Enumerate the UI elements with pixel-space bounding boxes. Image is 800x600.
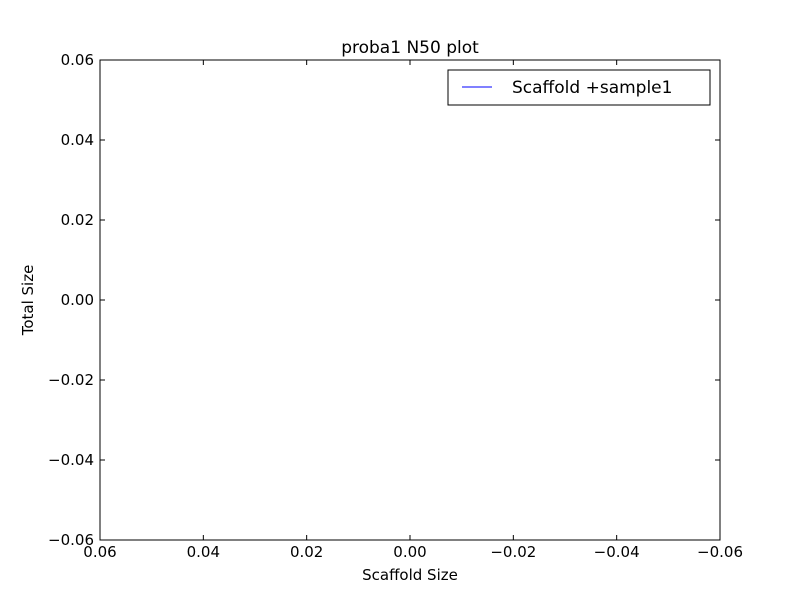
legend-label: Scaffold +sample1	[512, 78, 672, 98]
x-tick-label: 0.06	[83, 543, 116, 561]
x-tick-label: 0.00	[393, 543, 426, 561]
y-tick-label: 0.00	[61, 291, 94, 309]
x-tick-label: −0.02	[490, 543, 536, 561]
x-tick-label: 0.04	[187, 543, 220, 561]
y-tick-label: 0.06	[61, 51, 94, 69]
x-axis-label: Scaffold Size	[362, 566, 458, 584]
y-tick-label: −0.04	[48, 451, 94, 469]
x-axis: 0.06 0.04 0.02 0.00 −0.02 −0.04 −0.06	[83, 60, 743, 561]
legend: Scaffold +sample1	[447, 69, 711, 106]
y-tick-label: −0.02	[48, 371, 94, 389]
y-tick-label: 0.02	[61, 211, 94, 229]
x-tick-label: −0.06	[697, 543, 743, 561]
y-tick-label: 0.04	[61, 131, 94, 149]
plot-frame	[99, 59, 721, 541]
y-axis-label: Total Size	[19, 265, 37, 337]
x-tick-label: 0.02	[290, 543, 323, 561]
plot-area	[99, 59, 721, 541]
y-axis: 0.06 0.04 0.02 0.00 −0.02 −0.04 −0.06	[48, 51, 720, 549]
chart-title: proba1 N50 plot	[341, 38, 479, 58]
x-tick-label: −0.04	[594, 543, 640, 561]
y-tick-label: −0.06	[48, 531, 94, 549]
